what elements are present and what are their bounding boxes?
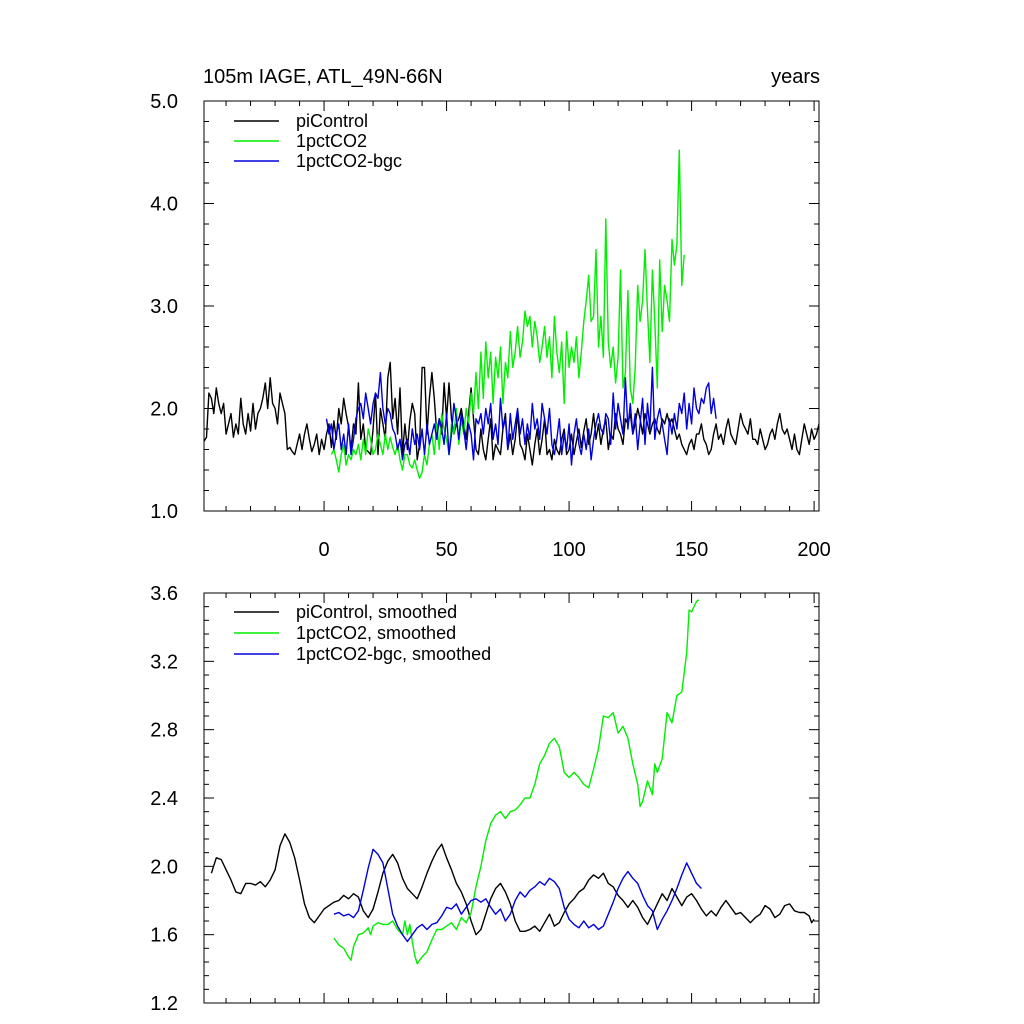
legend-label: piControl, smoothed (296, 602, 457, 622)
series-line-1 (333, 599, 700, 965)
x-tick-label: 100 (552, 539, 585, 561)
chart-title: 105m IAGE, ATL_49N-66N (203, 66, 443, 88)
top-panel: 1.02.03.04.05.00 50 100 150 200piControl1pct… (150, 91, 831, 561)
y-tick-label: 1.0 (150, 501, 178, 523)
x-tick-label: 50 (435, 539, 457, 561)
units-label: years (771, 66, 820, 88)
series-lines (210, 599, 815, 965)
y-tick-label: 2.8 (150, 720, 178, 742)
y-tick-label: 4.0 (150, 194, 178, 216)
series-line-0 (210, 833, 815, 936)
legend-label: 1pctCO2, smoothed (296, 623, 456, 643)
y-tick-label: 2.0 (150, 856, 178, 878)
y-tick-label: 3.0 (150, 296, 178, 318)
series-line-2 (333, 848, 702, 943)
x-tick-label: 200 (797, 539, 830, 561)
y-tick-label: 3.6 (150, 583, 178, 605)
legend-label: 1pctCO2-bgc (296, 151, 402, 171)
series-lines (204, 149, 819, 479)
bottom-panel: 1.2 1.6 2.0 2.4 2.8 3.2 3.6 piControl, smoothed… (150, 583, 820, 1015)
x-tick-label: 150 (675, 539, 708, 561)
y-tick-label: 1.6 (150, 925, 178, 947)
series-line-0 (204, 361, 819, 466)
series-line-1 (330, 149, 685, 479)
series-line-2 (325, 366, 717, 466)
legend-label: piControl (296, 111, 368, 131)
legend-label: 1pctCO2 (296, 131, 367, 151)
legend-label: 1pctCO2-bgc, smoothed (296, 644, 491, 664)
y-tick-label: 2.4 (150, 788, 178, 810)
y-tick-label: 2.0 (150, 399, 178, 421)
y-tick-label: 3.2 (150, 651, 178, 673)
y-tick-label: 5.0 (150, 91, 178, 113)
x-tick-label: 0 (318, 539, 329, 561)
y-tick-label: 1.2 (150, 993, 178, 1015)
